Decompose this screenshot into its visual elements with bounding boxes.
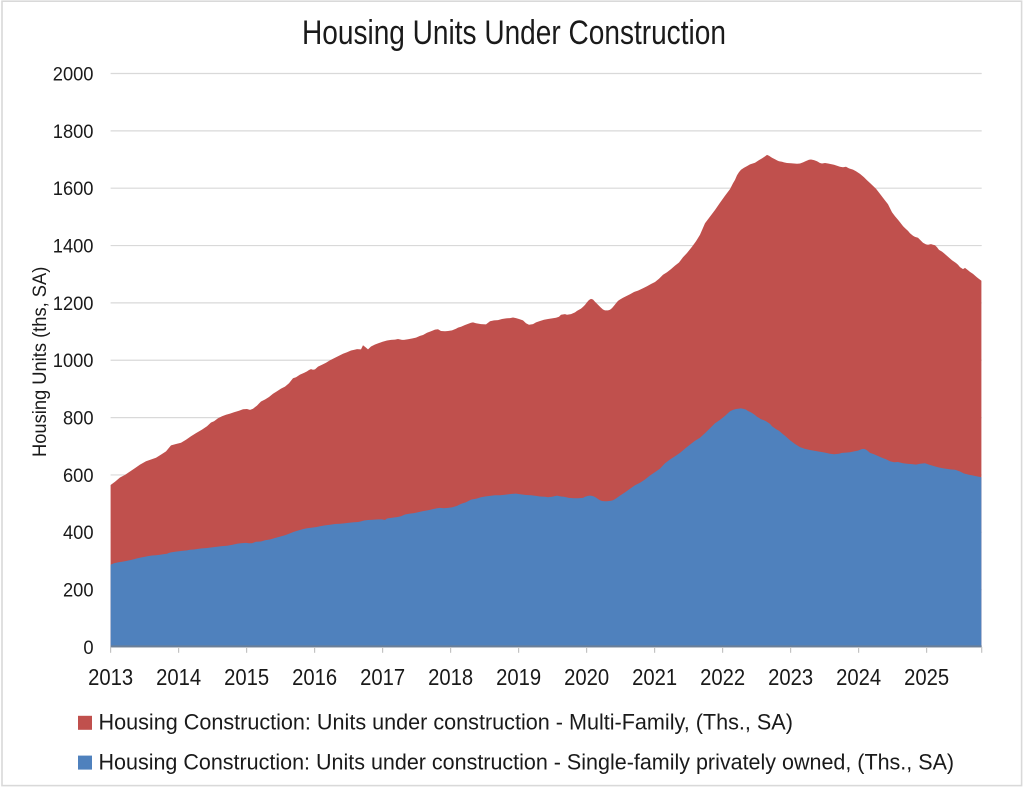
svg-text:1000: 1000 — [53, 351, 94, 373]
svg-text:1200: 1200 — [53, 293, 94, 315]
svg-text:2000: 2000 — [53, 64, 94, 86]
svg-text:2015: 2015 — [224, 664, 269, 691]
svg-text:2018: 2018 — [428, 664, 473, 691]
svg-text:200: 200 — [63, 580, 94, 602]
svg-text:2019: 2019 — [496, 664, 541, 691]
svg-text:600: 600 — [63, 465, 94, 487]
svg-text:Housing Units (ths, SA): Housing Units (ths, SA) — [30, 267, 52, 457]
svg-text:2016: 2016 — [292, 664, 337, 691]
svg-text:Housing Units Under Constructi: Housing Units Under Construction — [302, 13, 726, 51]
svg-text:800: 800 — [63, 408, 94, 430]
svg-text:2024: 2024 — [836, 664, 881, 691]
svg-text:2013: 2013 — [88, 664, 133, 691]
svg-text:1600: 1600 — [53, 179, 94, 201]
svg-text:2021: 2021 — [632, 664, 677, 691]
svg-text:400: 400 — [63, 523, 94, 545]
svg-text:Housing Construction: Units un: Housing Construction: Units under constr… — [99, 709, 793, 735]
svg-text:0: 0 — [83, 637, 93, 659]
svg-text:2025: 2025 — [904, 664, 949, 691]
svg-text:1800: 1800 — [53, 121, 94, 143]
svg-text:Housing Construction: Units un: Housing Construction: Units under constr… — [99, 749, 955, 775]
svg-text:1400: 1400 — [53, 236, 94, 258]
svg-text:2020: 2020 — [564, 664, 609, 691]
svg-text:2017: 2017 — [360, 664, 405, 691]
svg-text:2022: 2022 — [700, 664, 745, 691]
svg-text:2014: 2014 — [156, 664, 201, 691]
svg-text:2023: 2023 — [768, 664, 813, 691]
